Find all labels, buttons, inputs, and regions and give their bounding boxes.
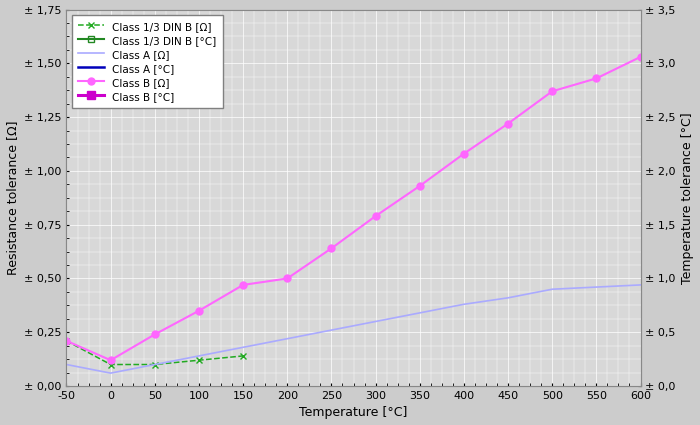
Legend: Class 1/3 DIN B [Ω], Class 1/3 DIN B [°C], Class A [Ω], Class A [°C], Class B [Ω: Class 1/3 DIN B [Ω], Class 1/3 DIN B [°C… xyxy=(71,15,223,108)
Class A [°C] xyxy=(150,357,159,362)
Class A [Ω] xyxy=(283,336,291,341)
Class A [Ω] xyxy=(592,284,601,289)
Class A [°C] xyxy=(62,357,71,362)
Class A [Ω] xyxy=(504,295,512,300)
Class B [°C] xyxy=(372,174,380,179)
Class B [°C] xyxy=(460,104,468,109)
Line: Class B [°C]: Class B [°C] xyxy=(62,16,645,358)
Line: Class 1/3 DIN B [Ω]: Class 1/3 DIN B [Ω] xyxy=(63,337,246,368)
Class A [Ω] xyxy=(150,362,159,367)
Class 1/3 DIN B [Ω] xyxy=(62,338,71,343)
Class B [Ω] xyxy=(548,89,556,94)
Class B [°C] xyxy=(62,324,71,329)
Class A [Ω] xyxy=(106,371,115,376)
Line: Class B [Ω]: Class B [Ω] xyxy=(63,54,644,364)
Class B [Ω] xyxy=(106,358,115,363)
Class A [°C] xyxy=(195,346,203,351)
Class 1/3 DIN B [°C] xyxy=(195,340,203,346)
Class 1/3 DIN B [°C] xyxy=(239,330,247,335)
Class 1/3 DIN B [°C] xyxy=(106,354,115,360)
Class B [°C] xyxy=(504,66,512,71)
Class A [°C] xyxy=(548,260,556,265)
Class B [°C] xyxy=(636,18,645,23)
Class A [Ω] xyxy=(195,353,203,358)
Class A [Ω] xyxy=(372,319,380,324)
Class 1/3 DIN B [°C] xyxy=(150,348,159,353)
Class B [Ω] xyxy=(283,276,291,281)
Line: Class A [Ω]: Class A [Ω] xyxy=(66,285,640,373)
Class 1/3 DIN B [Ω] xyxy=(150,362,159,367)
Class A [°C] xyxy=(239,335,247,340)
Class B [°C] xyxy=(283,244,291,249)
Line: Class 1/3 DIN B [°C]: Class 1/3 DIN B [°C] xyxy=(63,329,246,360)
Class B [Ω] xyxy=(327,246,335,251)
Class B [°C] xyxy=(106,351,115,356)
Class B [Ω] xyxy=(239,282,247,287)
Class B [Ω] xyxy=(592,76,601,81)
Class A [Ω] xyxy=(327,328,335,333)
Y-axis label: Resistance tolerance [Ω]: Resistance tolerance [Ω] xyxy=(6,121,19,275)
X-axis label: Temperature [°C]: Temperature [°C] xyxy=(300,406,407,419)
Class A [Ω] xyxy=(460,302,468,307)
Line: Class A [°C]: Class A [°C] xyxy=(66,241,640,370)
Y-axis label: Temperature tolerance [°C]: Temperature tolerance [°C] xyxy=(681,112,694,283)
Class A [°C] xyxy=(592,249,601,254)
Class B [°C] xyxy=(239,265,247,270)
Class A [°C] xyxy=(106,367,115,372)
Class A [°C] xyxy=(504,271,512,276)
Class A [°C] xyxy=(416,292,424,297)
Class B [Ω] xyxy=(150,332,159,337)
Class A [Ω] xyxy=(62,362,71,367)
Class B [Ω] xyxy=(416,184,424,189)
Class 1/3 DIN B [Ω] xyxy=(106,362,115,367)
Class A [Ω] xyxy=(416,310,424,315)
Class A [°C] xyxy=(460,281,468,286)
Class 1/3 DIN B [Ω] xyxy=(239,353,247,358)
Class A [°C] xyxy=(283,324,291,329)
Class B [°C] xyxy=(416,136,424,141)
Class B [Ω] xyxy=(504,121,512,126)
Class B [Ω] xyxy=(195,308,203,313)
Class B [Ω] xyxy=(460,151,468,156)
Class A [°C] xyxy=(372,303,380,308)
Class B [°C] xyxy=(195,298,203,303)
Class 1/3 DIN B [Ω] xyxy=(195,358,203,363)
Class B [°C] xyxy=(150,324,159,329)
Class B [Ω] xyxy=(636,54,645,60)
Class A [Ω] xyxy=(239,345,247,350)
Class B [Ω] xyxy=(372,213,380,218)
Class B [°C] xyxy=(548,39,556,44)
Class B [°C] xyxy=(592,28,601,34)
Class A [Ω] xyxy=(548,287,556,292)
Class A [°C] xyxy=(327,314,335,319)
Class B [Ω] xyxy=(62,338,71,343)
Class A [°C] xyxy=(636,238,645,244)
Class A [Ω] xyxy=(636,282,645,287)
Class B [°C] xyxy=(327,206,335,211)
Class 1/3 DIN B [°C] xyxy=(62,330,71,335)
